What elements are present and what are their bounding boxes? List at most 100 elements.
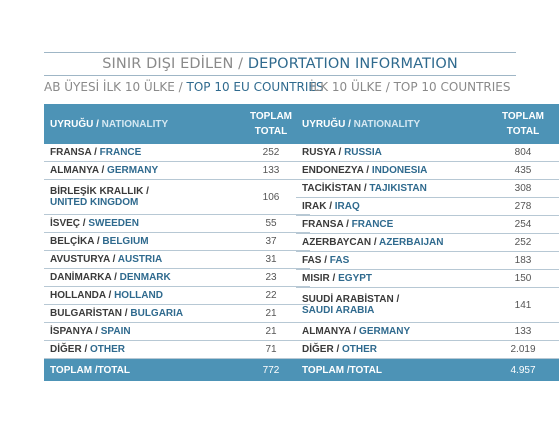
country-name-en: SPAIN bbox=[100, 326, 131, 337]
table-row: ENDONEZYA / INDONESIA 435 bbox=[296, 161, 559, 180]
nationality-header: UYRUĞU / NATIONALITY bbox=[296, 104, 484, 144]
table-header-row: UYRUĞU / NATIONALITY TOPLAM TOTAL bbox=[296, 104, 559, 144]
count-cell: 22 bbox=[232, 286, 310, 305]
country-name-en: HOLLAND bbox=[114, 290, 163, 301]
country-name-tr: BULGARİSTAN / bbox=[50, 308, 131, 319]
table-row: İSPANYA / SPAIN 21 bbox=[44, 322, 310, 341]
country-cell: ALMANYA / GERMANY bbox=[296, 322, 484, 341]
table-row: ALMANYA / GERMANY 133 bbox=[296, 322, 559, 341]
table-row: ALMANYA / GERMANY 133 bbox=[44, 161, 310, 180]
count-cell: 141 bbox=[484, 287, 559, 323]
country-cell: FRANSA / FRANCE bbox=[44, 144, 232, 162]
left-subtitle-tr: AB ÜYESİ İLK 10 ÜLKE bbox=[44, 80, 175, 94]
count-cell: 183 bbox=[484, 251, 559, 270]
nationality-header-tr: UYRUĞU / bbox=[50, 118, 102, 130]
count-cell: 133 bbox=[484, 322, 559, 341]
country-cell: ENDONEZYA / INDONESIA bbox=[296, 161, 484, 180]
country-name-en: FRANCE bbox=[99, 147, 142, 158]
country-cell: HOLLANDA / HOLLAND bbox=[44, 286, 232, 305]
left-subtitle: AB ÜYESİ İLK 10 ÜLKE / TOP 10 EU COUNTRI… bbox=[44, 80, 324, 94]
country-cell: FAS / FAS bbox=[296, 251, 484, 270]
count-cell: 435 bbox=[484, 161, 559, 180]
country-name-tr: IRAK / bbox=[302, 201, 335, 212]
title-separator: / bbox=[233, 56, 248, 72]
table-row: AZERBAYCAN / AZERBAIJAN 252 bbox=[296, 233, 559, 252]
country-name-tr: DİĞER / bbox=[50, 344, 91, 355]
top-countries-table: UYRUĞU / NATIONALITY TOPLAM TOTAL RUSYA /… bbox=[296, 104, 559, 381]
total-header-en: TOTAL bbox=[254, 126, 288, 137]
table-row: AVUSTURYA / AUSTRIA 31 bbox=[44, 250, 310, 269]
country-name-en: SWEEDEN bbox=[88, 218, 139, 229]
total-label: TOPLAM /TOTAL bbox=[296, 358, 484, 381]
country-cell: ALMANYA / GERMANY bbox=[44, 161, 232, 180]
country-name-en: GERMANY bbox=[107, 165, 159, 176]
table-row: DİĞER / OTHER 2.019 bbox=[296, 340, 559, 359]
country-name-tr: AVUSTURYA / bbox=[50, 254, 118, 265]
count-cell: 2.019 bbox=[484, 340, 559, 359]
count-cell: 31 bbox=[232, 250, 310, 269]
total-value: 772 bbox=[232, 358, 310, 381]
country-name-en: TAJIKISTAN bbox=[369, 183, 427, 194]
nationality-header: UYRUĞU / NATIONALITY bbox=[44, 104, 232, 144]
country-name-en: EGYPT bbox=[338, 273, 373, 284]
table-row: DANİMARKA / DENMARK 23 bbox=[44, 268, 310, 287]
table-row: BELÇİKA / BELGIUM 37 bbox=[44, 232, 310, 251]
country-name-tr: MISIR / bbox=[302, 273, 339, 284]
table-row: FAS / FAS 183 bbox=[296, 251, 559, 270]
table-row: RUSYA / RUSSIA 804 bbox=[296, 144, 559, 162]
country-name-en: DENMARK bbox=[119, 272, 171, 283]
country-name-en: IRAQ bbox=[334, 201, 360, 212]
country-name-tr: İSPANYA / bbox=[50, 326, 101, 337]
country-cell: İSPANYA / SPAIN bbox=[44, 322, 232, 341]
country-name-en: RUSSIA bbox=[344, 147, 382, 158]
country-name-tr: ALMANYA / bbox=[302, 326, 360, 337]
country-cell: DİĞER / OTHER bbox=[296, 340, 484, 359]
country-cell: SUUDİ ARABİSTAN / SAUDI ARABIA bbox=[296, 287, 484, 323]
table-row: MISIR / EGYPT 150 bbox=[296, 269, 559, 288]
country-name-en: INDONESIA bbox=[371, 165, 428, 176]
country-name-tr: BELÇİKA / bbox=[50, 236, 103, 247]
total-header-tr: TOPLAM bbox=[501, 111, 545, 122]
eu-countries-table: UYRUĞU / NATIONALITY TOPLAM TOTAL FRANSA … bbox=[44, 104, 310, 381]
count-cell: 21 bbox=[232, 304, 310, 323]
count-cell: 37 bbox=[232, 232, 310, 251]
table-row: İSVEÇ / SWEEDEN 55 bbox=[44, 214, 310, 233]
country-name-tr: ALMANYA / bbox=[50, 165, 108, 176]
nationality-header-en: NATIONALITY bbox=[101, 118, 169, 130]
table-row: FRANSA / FRANCE 252 bbox=[44, 144, 310, 162]
country-name-en: OTHER bbox=[342, 344, 378, 355]
country-cell: DANİMARKA / DENMARK bbox=[44, 268, 232, 287]
total-row: TOPLAM /TOTAL 4.957 bbox=[296, 358, 559, 381]
country-cell: IRAK / IRAQ bbox=[296, 197, 484, 216]
nationality-header-en: NATIONALITY bbox=[353, 118, 421, 130]
count-cell: 804 bbox=[484, 144, 559, 162]
country-name-tr: AZERBAYCAN / bbox=[302, 237, 380, 248]
table-row: HOLLANDA / HOLLAND 22 bbox=[44, 286, 310, 305]
count-cell: 23 bbox=[232, 268, 310, 287]
table-row: DİĞER / OTHER 71 bbox=[44, 340, 310, 359]
table-row: TACİKİSTAN / TAJIKISTAN 308 bbox=[296, 179, 559, 198]
total-value: 4.957 bbox=[484, 358, 559, 381]
left-subtitle-en: TOP 10 EU COUNTRIES bbox=[186, 80, 324, 94]
country-name-tr: TACİKİSTAN / bbox=[302, 183, 370, 194]
country-name-en: AZERBAIJAN bbox=[379, 237, 444, 248]
count-cell: 150 bbox=[484, 269, 559, 288]
country-name-tr: BİRLEŞİK KRALLIK / bbox=[50, 186, 149, 197]
country-cell: BELÇİKA / BELGIUM bbox=[44, 232, 232, 251]
count-cell: 254 bbox=[484, 215, 559, 234]
count-cell: 55 bbox=[232, 214, 310, 233]
country-cell: DİĞER / OTHER bbox=[44, 340, 232, 359]
country-name-tr: FRANSA / bbox=[302, 219, 352, 230]
count-cell: 252 bbox=[484, 233, 559, 252]
country-cell: RUSYA / RUSSIA bbox=[296, 144, 484, 162]
country-name-en: BULGARIA bbox=[130, 308, 184, 319]
country-cell: MISIR / EGYPT bbox=[296, 269, 484, 288]
table-header-row: UYRUĞU / NATIONALITY TOPLAM TOTAL bbox=[44, 104, 310, 144]
right-subtitle-text: İLK 10 ÜLKE / TOP 10 COUNTRIES bbox=[310, 80, 511, 94]
table-row: SUUDİ ARABİSTAN / SAUDI ARABIA 141 bbox=[296, 287, 559, 323]
country-name-en: FRANCE bbox=[351, 219, 394, 230]
country-name-tr: HOLLANDA / bbox=[50, 290, 115, 301]
count-cell: 252 bbox=[232, 144, 310, 162]
title-tr: SINIR DIŞI EDİLEN bbox=[102, 56, 234, 72]
country-cell: BULGARİSTAN / BULGARIA bbox=[44, 304, 232, 323]
